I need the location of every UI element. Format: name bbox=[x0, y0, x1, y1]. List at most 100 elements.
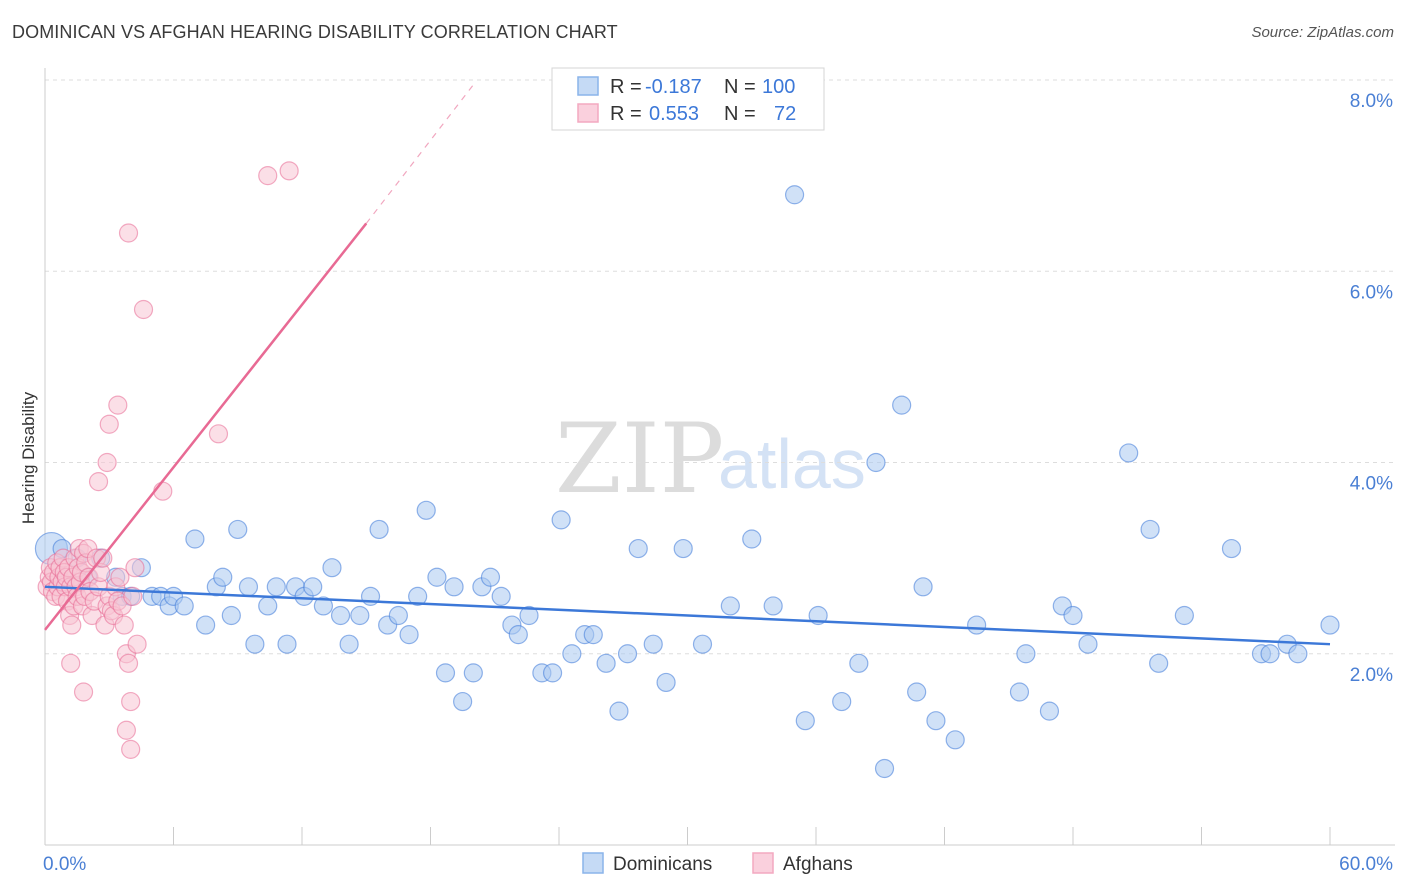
point-afghans-extra-1 bbox=[279, 161, 299, 181]
point-dominicans-69 bbox=[795, 711, 815, 731]
bottom-legend-label-afghans: Afghans bbox=[783, 854, 853, 875]
point-dominicans-62 bbox=[656, 672, 676, 693]
point-afghans-56 bbox=[121, 691, 141, 712]
point-dominicans-23 bbox=[266, 577, 286, 597]
source-note: Source: ZipAtlas.com bbox=[1251, 24, 1394, 41]
watermark-atlas: atlas bbox=[718, 425, 866, 503]
legend-swatch-afghans bbox=[577, 103, 599, 123]
scatter-points bbox=[34, 161, 1340, 779]
point-dominicans-81 bbox=[1009, 682, 1030, 702]
legend-r-label-2: R = bbox=[610, 103, 642, 125]
point-dominicans-13 bbox=[174, 596, 194, 616]
point-dominicans-74 bbox=[874, 758, 895, 779]
series-legend: Dominicans Afghans bbox=[582, 852, 853, 875]
point-dominicans-78 bbox=[926, 711, 946, 731]
point-dominicans-52 bbox=[542, 663, 563, 683]
point-dominicans-87 bbox=[1119, 443, 1139, 463]
point-dominicans-20 bbox=[238, 577, 259, 597]
stats-legend: R = -0.187 N = 100 R = 0.553 N = 72 bbox=[551, 67, 825, 131]
y-tick-label-2: 6.0% bbox=[1350, 282, 1393, 303]
trend-extension-afghans bbox=[365, 84, 474, 224]
point-dominicans-40 bbox=[427, 567, 447, 587]
point-dominicans-42 bbox=[444, 577, 464, 597]
point-dominicans-83 bbox=[1039, 701, 1060, 721]
point-dominicans-67 bbox=[763, 596, 783, 616]
legend-n-label-1: N = bbox=[724, 76, 756, 98]
legend-n-label-2: N = bbox=[724, 103, 756, 125]
point-dominicans-88 bbox=[1140, 519, 1160, 540]
point-dominicans-27 bbox=[303, 577, 323, 597]
point-dominicans-58 bbox=[609, 701, 629, 721]
legend-swatch-dominicans bbox=[577, 76, 599, 96]
point-dominicans-77 bbox=[913, 577, 933, 597]
point-dominicans-71 bbox=[832, 691, 852, 712]
point-afghans-extra-0 bbox=[258, 166, 278, 186]
point-afghans-53 bbox=[114, 615, 134, 635]
point-dominicans-49 bbox=[508, 625, 528, 645]
tick-labels: 2.0% 4.0% 6.0% 8.0% 0.0% 60.0% bbox=[43, 91, 1393, 875]
trend-lines bbox=[44, 84, 1331, 646]
point-afghans-63 bbox=[97, 452, 117, 473]
point-afghans-59 bbox=[127, 634, 147, 654]
point-dominicans-61 bbox=[643, 634, 663, 654]
point-dominicans-96 bbox=[1320, 615, 1340, 635]
point-afghans-70 bbox=[153, 481, 173, 501]
point-dominicans-39 bbox=[416, 500, 436, 520]
chart-title: DOMINICAN VS AFGHAN HEARING DISABILITY C… bbox=[12, 22, 618, 42]
point-dominicans-93 bbox=[1260, 644, 1280, 664]
point-dominicans-76 bbox=[907, 682, 927, 702]
point-afghans-58 bbox=[125, 558, 145, 578]
point-dominicans-22 bbox=[258, 596, 278, 616]
point-dominicans-24 bbox=[277, 634, 297, 654]
legend-n-value-2: 72 bbox=[774, 103, 796, 125]
y-tick-label-1: 4.0% bbox=[1350, 474, 1393, 495]
point-dominicans-72 bbox=[849, 653, 869, 673]
point-dominicans-63 bbox=[673, 538, 693, 559]
point-dominicans-46 bbox=[480, 567, 501, 587]
point-dominicans-29 bbox=[322, 558, 342, 578]
point-afghans-62 bbox=[88, 472, 109, 492]
legend-r-label-1: R = bbox=[610, 76, 642, 98]
legend-r-value-1: -0.187 bbox=[645, 76, 702, 98]
y-tick-label-3: 8.0% bbox=[1350, 91, 1393, 112]
point-afghans-64 bbox=[99, 414, 119, 434]
bottom-legend-swatch-afghans bbox=[752, 852, 774, 874]
point-dominicans-86 bbox=[1078, 634, 1098, 654]
gridlines bbox=[45, 79, 1395, 655]
point-afghans-55 bbox=[118, 653, 139, 673]
point-dominicans-95 bbox=[1288, 644, 1308, 664]
point-dominicans-54 bbox=[562, 644, 582, 664]
x-tick-label-1: 60.0% bbox=[1339, 854, 1393, 875]
point-dominicans-37 bbox=[399, 625, 419, 645]
point-dominicans-34 bbox=[369, 519, 389, 540]
point-afghans-69 bbox=[133, 299, 154, 320]
trend-line-afghans bbox=[44, 222, 368, 631]
point-dominicans-14 bbox=[185, 529, 205, 549]
point-dominicans-64 bbox=[692, 634, 713, 654]
point-dominicans-15 bbox=[196, 615, 216, 635]
point-dominicans-36 bbox=[388, 605, 408, 626]
point-dominicans-73 bbox=[866, 452, 886, 473]
point-dominicans-28 bbox=[313, 596, 334, 616]
point-dominicans-79 bbox=[945, 730, 965, 750]
x-tick-label-0: 0.0% bbox=[43, 854, 86, 875]
point-dominicans-85 bbox=[1063, 605, 1083, 626]
point-afghans-21 bbox=[62, 615, 82, 635]
point-dominicans-65 bbox=[720, 596, 740, 616]
point-dominicans-19 bbox=[228, 519, 248, 540]
point-afghans-71 bbox=[208, 424, 229, 444]
point-dominicans-60 bbox=[628, 538, 648, 559]
point-dominicans-91 bbox=[1221, 538, 1242, 559]
axes bbox=[44, 68, 1395, 846]
bottom-legend-swatch-dominicans bbox=[582, 852, 604, 874]
point-dominicans-17 bbox=[213, 567, 233, 587]
point-dominicans-38 bbox=[408, 586, 428, 606]
point-dominicans-44 bbox=[463, 663, 483, 683]
point-afghans-65 bbox=[108, 395, 128, 415]
point-dominicans-32 bbox=[350, 605, 370, 626]
point-dominicans-68 bbox=[784, 185, 805, 205]
point-afghans-68 bbox=[118, 223, 139, 243]
point-dominicans-41 bbox=[435, 663, 456, 683]
point-afghans-67 bbox=[121, 739, 141, 759]
